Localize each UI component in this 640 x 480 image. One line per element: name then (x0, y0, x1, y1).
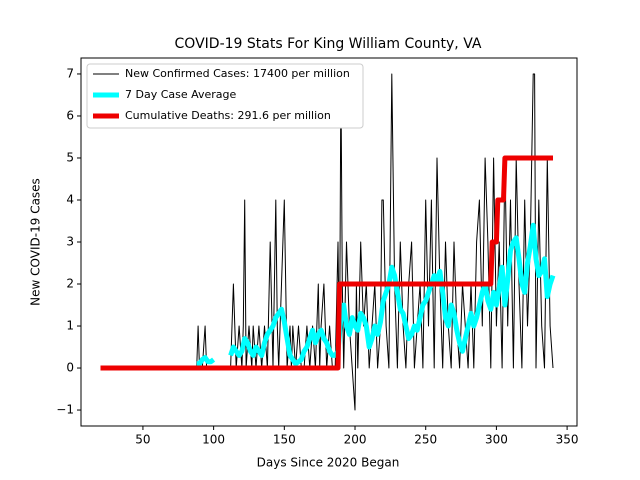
legend-box (86, 63, 364, 129)
legend-label: New Confirmed Cases: 17400 per million (125, 67, 350, 80)
legend-label: 7 Day Case Average (125, 88, 237, 101)
x-tick-label: 50 (135, 433, 150, 447)
y-tick-label: 2 (66, 277, 74, 291)
x-tick-label: 100 (202, 433, 225, 447)
x-tick-label: 350 (556, 433, 579, 447)
x-tick-label: 300 (485, 433, 508, 447)
x-tick-label: 150 (273, 433, 296, 447)
y-axis-label: New COVID-19 Cases (29, 178, 43, 306)
y-tick-label: 5 (66, 150, 74, 164)
y-tick-label: 1 (66, 319, 74, 333)
chart-title: COVID-19 Stats For King William County, … (175, 36, 482, 52)
y-tick-label: 0 (66, 361, 74, 375)
legend-label: Cumulative Deaths: 291.6 per million (125, 109, 331, 122)
y-tick-label: 4 (66, 192, 74, 206)
x-axis-label: Days Since 2020 Began (257, 456, 400, 470)
y-tick-label: 3 (66, 235, 74, 249)
x-tick-label: 250 (414, 433, 437, 447)
plot-frame (80, 57, 578, 427)
series-line (100, 155, 553, 371)
y-tick-label: 6 (66, 108, 74, 122)
x-tick-label: 200 (344, 433, 367, 447)
y-tick-label: 7 (66, 66, 74, 80)
y-tick-label: −1 (56, 403, 74, 417)
series-line (196, 222, 556, 367)
